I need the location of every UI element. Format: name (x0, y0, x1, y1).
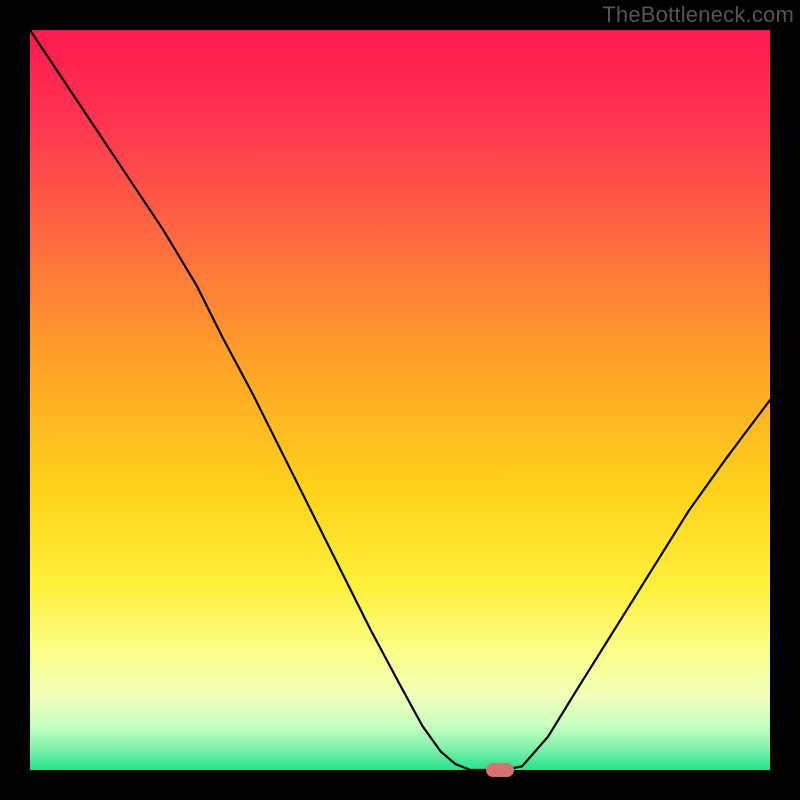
plot-area (30, 30, 770, 770)
bottleneck-curve (30, 30, 770, 770)
curve-svg (30, 30, 770, 770)
watermark-text: TheBottleneck.com (602, 2, 794, 28)
minimum-marker (486, 763, 514, 777)
chart-frame: TheBottleneck.com (0, 0, 800, 800)
